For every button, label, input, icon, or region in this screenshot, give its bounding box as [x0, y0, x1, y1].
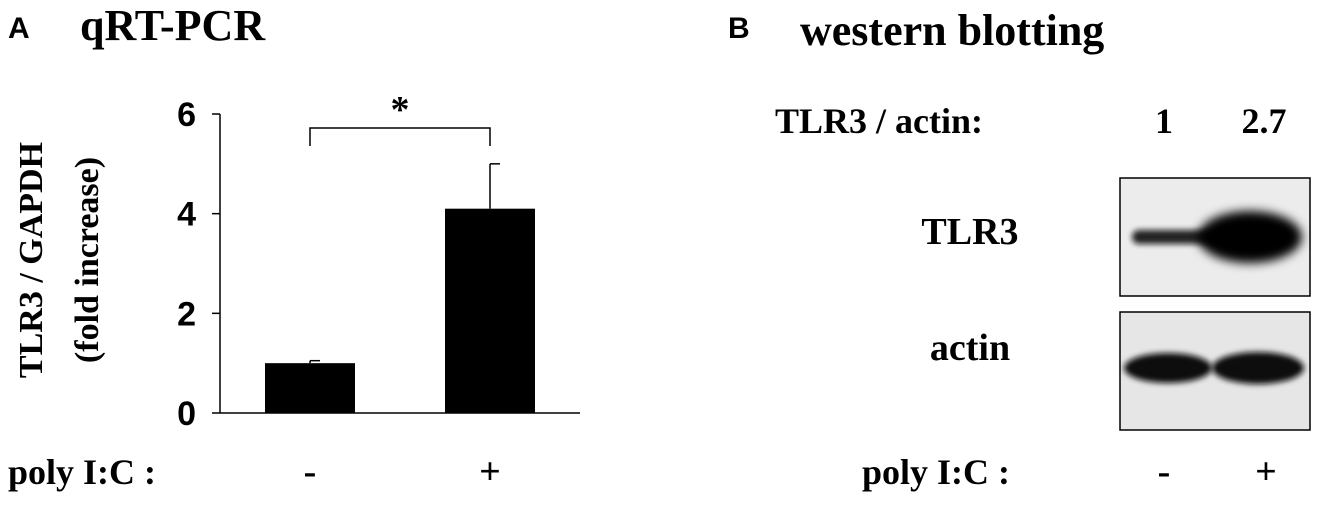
y-axis-label-line2: (fold increase) [69, 157, 106, 363]
panel-a: A qRT-PCR TLR3 / GAPDH (fold increase) 0… [8, 1, 580, 493]
significance-marker: * [391, 89, 410, 131]
ratio-label: TLR3 / actin: [775, 101, 983, 141]
y-axis-label-line1: TLR3 / GAPDH [13, 142, 50, 378]
blot-treatment-label: poly I:C : [862, 452, 1010, 492]
panel-b-title: western blotting [800, 6, 1104, 55]
bar-chart: 0 2 4 6 - + * [177, 89, 580, 493]
panel-a-title: qRT-PCR [80, 1, 266, 50]
panel-b-letter: B [728, 12, 750, 45]
blot-treatment-lane2: + [1255, 451, 1277, 493]
blot-row-label-actin: actin [930, 327, 1010, 369]
x-category-label: + [479, 451, 501, 493]
blot-tlr3 [1119, 177, 1311, 297]
ratio-value-lane2: 2.7 [1242, 101, 1287, 141]
significance-bracket [309, 127, 491, 146]
blot-actin [1119, 311, 1311, 431]
blot-treatment-lane1: - [1158, 451, 1171, 493]
blot-row-label-tlr3: TLR3 [921, 211, 1018, 253]
band-actin-lane1 [1124, 353, 1212, 383]
x-axis-treatment-label: poly I:C : [8, 452, 156, 492]
y-tick-label: 0 [177, 395, 196, 433]
y-tick-label: 4 [177, 196, 196, 234]
x-category-label: - [304, 451, 317, 493]
panel-b: B western blotting TLR3 / actin: 1 2.7 T… [728, 6, 1311, 493]
bar [445, 208, 535, 413]
panel-a-letter: A [8, 12, 30, 45]
band-actin-lane2 [1212, 352, 1304, 384]
ratio-value-lane1: 1 [1155, 101, 1173, 141]
band-tlr3-lane2 [1198, 211, 1302, 263]
band-tlr3-lane1 [1132, 230, 1214, 244]
y-tick-label: 6 [177, 96, 196, 134]
y-tick-label: 2 [177, 295, 196, 333]
bar [265, 363, 355, 413]
